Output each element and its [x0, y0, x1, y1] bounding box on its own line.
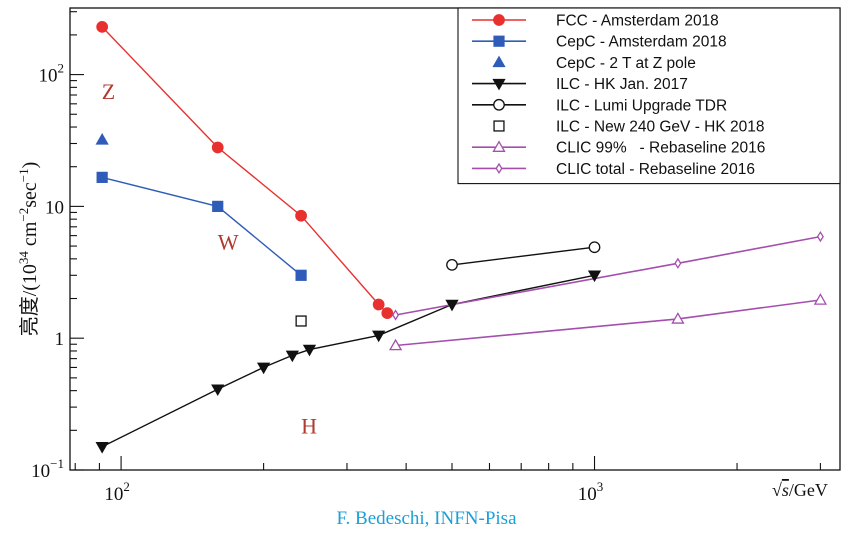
region-label-w: W [218, 230, 239, 255]
legend-marker [492, 55, 506, 68]
y-tick-label: 1 [55, 329, 65, 350]
series-markers [95, 21, 828, 454]
data-point-8 [392, 309, 400, 321]
data-point-1 [372, 298, 385, 311]
series-line [395, 299, 821, 347]
legend: FCC - Amsterdam 2018 CepC - Amsterdam 201… [457, 7, 841, 185]
legend-label: CLIC total - Rebaseline 2016 [556, 161, 755, 178]
plot-frame [69, 7, 841, 471]
data-point-8 [674, 257, 682, 269]
legend-label: ILC - New 240 GeV - HK 2018 [556, 119, 765, 136]
data-point-2 [212, 200, 224, 212]
data-point-5 [446, 258, 458, 271]
legend-marker [493, 120, 505, 132]
legend-marker [492, 140, 506, 152]
series-line [395, 235, 821, 316]
y-tick-label: 10 [45, 197, 64, 218]
region-annotations: Z W H [102, 79, 317, 438]
legend-box [457, 7, 841, 185]
credit-text: F. Bedeschi, INFN-Pisa [336, 508, 517, 529]
legend-marker [492, 78, 506, 91]
tick-labels: 102 103 10−1 1 10 102 [31, 61, 603, 505]
data-point-4 [587, 270, 602, 283]
data-point-4 [256, 362, 271, 375]
data-point-7 [388, 338, 403, 351]
data-point-1 [295, 209, 307, 222]
data-point-6 [295, 315, 307, 327]
region-label-h: H [301, 413, 317, 438]
data-point-2 [295, 269, 307, 281]
data-point-2 [96, 171, 108, 183]
data-point-5 [588, 241, 601, 254]
region-label-z: Z [102, 79, 115, 104]
legend-label: CepC - 2 T at Z pole [556, 55, 696, 72]
y-tick-label: 102 [39, 61, 65, 87]
legend-label: ILC - Lumi Upgrade TDR [556, 97, 727, 114]
data-point-1 [211, 141, 224, 154]
x-tick-label: 102 [104, 479, 130, 505]
y-tick-label: 10−1 [31, 456, 64, 482]
data-point-7 [671, 312, 685, 324]
x-axis-label: √s/GeV [772, 480, 828, 500]
data-point-1 [381, 307, 394, 319]
data-point-4 [445, 299, 459, 312]
data-point-4 [211, 384, 225, 397]
series-line [101, 26, 388, 314]
data-point-4 [285, 350, 299, 363]
data-point-3 [95, 132, 109, 145]
x-tick-label: 103 [578, 479, 604, 505]
data-point-4 [372, 330, 386, 343]
data-point-1 [96, 21, 109, 33]
data-point-4 [302, 344, 317, 357]
series-line [451, 246, 595, 266]
legend-label: FCC - Amsterdam 2018 [556, 13, 719, 30]
legend-marker [493, 14, 505, 26]
y-axis-label: 亮度/(1034 cm−2sec−1) [16, 162, 41, 337]
legend-marker [495, 162, 503, 175]
legend-marker [493, 98, 505, 111]
data-point-8 [816, 230, 824, 243]
legend-label: CepC - Amsterdam 2018 [556, 34, 727, 51]
series-line [101, 274, 595, 448]
data-point-4 [95, 442, 109, 454]
legend-label: CLIC 99% - Rebaseline 2016 [556, 140, 765, 157]
legend-marker [493, 35, 505, 47]
luminosity-chart: 102 103 10−1 1 10 102 Z W H FCC - Amsterdam 201… [16, 7, 841, 505]
legend-label: ILC - HK Jan. 2017 [556, 76, 688, 93]
data-point-7 [813, 293, 828, 305]
axis-ticks [70, 11, 821, 471]
